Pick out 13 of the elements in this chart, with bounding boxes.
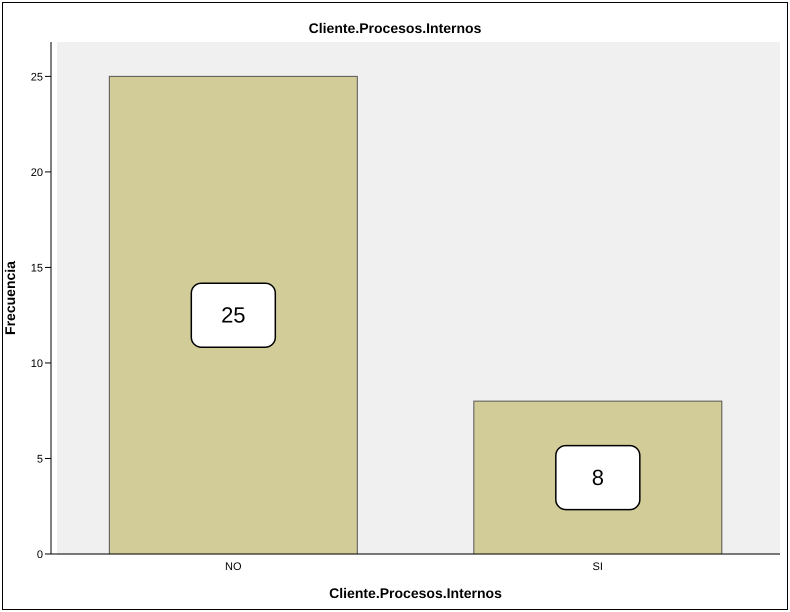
x-tick-label: NO [225,560,242,573]
y-tick-label: 15 [30,262,43,274]
x-axis-title: Cliente.Procesos.Internos [329,585,502,601]
data-label: 8 [592,465,604,490]
chart-title: Cliente.Procesos.Internos [308,20,482,36]
y-axis-title: Frecuencia [2,260,18,335]
data-label: 25 [221,302,246,328]
y-tick-label: 20 [30,166,43,179]
x-tick-label: SI [592,560,603,573]
y-tick-label: 5 [36,453,43,466]
y-tick-label: 25 [30,71,43,84]
y-tick-label: 0 [36,548,43,561]
y-tick-label: 10 [30,358,43,370]
